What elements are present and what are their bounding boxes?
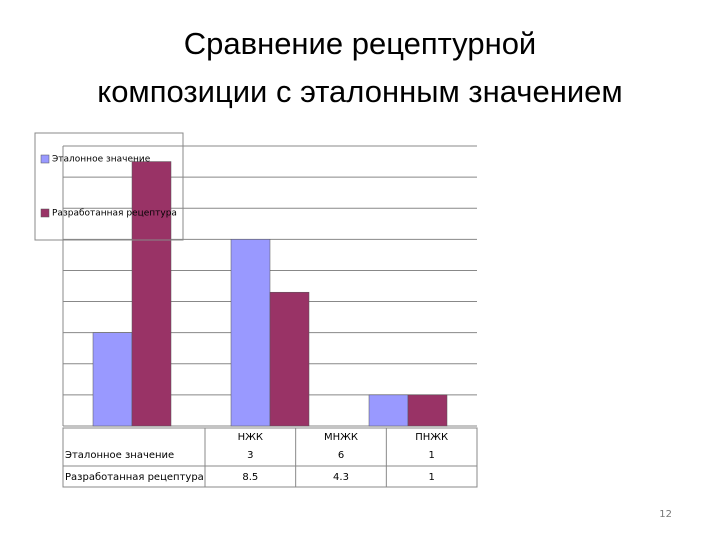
bar [230, 239, 271, 427]
table-border [62, 427, 478, 488]
legend-swatch [40, 154, 50, 164]
title-line: композиции с эталонным значением [97, 74, 622, 109]
bar [92, 332, 133, 427]
legend-label: Эталонное значение [52, 155, 151, 165]
bar [131, 161, 172, 427]
title-line: Сравнение рецептурной [184, 26, 537, 61]
bar [269, 291, 310, 427]
table-header: ПНЖК [415, 432, 448, 443]
bar [407, 394, 448, 427]
page-number: 12 [659, 509, 672, 520]
legend-box [34, 132, 184, 241]
table-cell: 3 [247, 450, 253, 461]
table-cell: 1 [428, 450, 434, 461]
table-header: НЖК [238, 432, 263, 443]
table-header: МНЖК [324, 432, 358, 443]
table-cell: 1 [428, 472, 434, 483]
legend-swatch [40, 208, 50, 218]
table-cell: 6 [338, 450, 344, 461]
table-row-label: Разработанная рецептура [65, 472, 204, 483]
table-cell: 8.5 [242, 472, 258, 483]
legend-label: Разработанная рецептура [52, 209, 177, 219]
table-row-label: Эталонное значение [65, 450, 174, 461]
table-cell: 4.3 [333, 472, 349, 483]
bar [368, 394, 409, 427]
